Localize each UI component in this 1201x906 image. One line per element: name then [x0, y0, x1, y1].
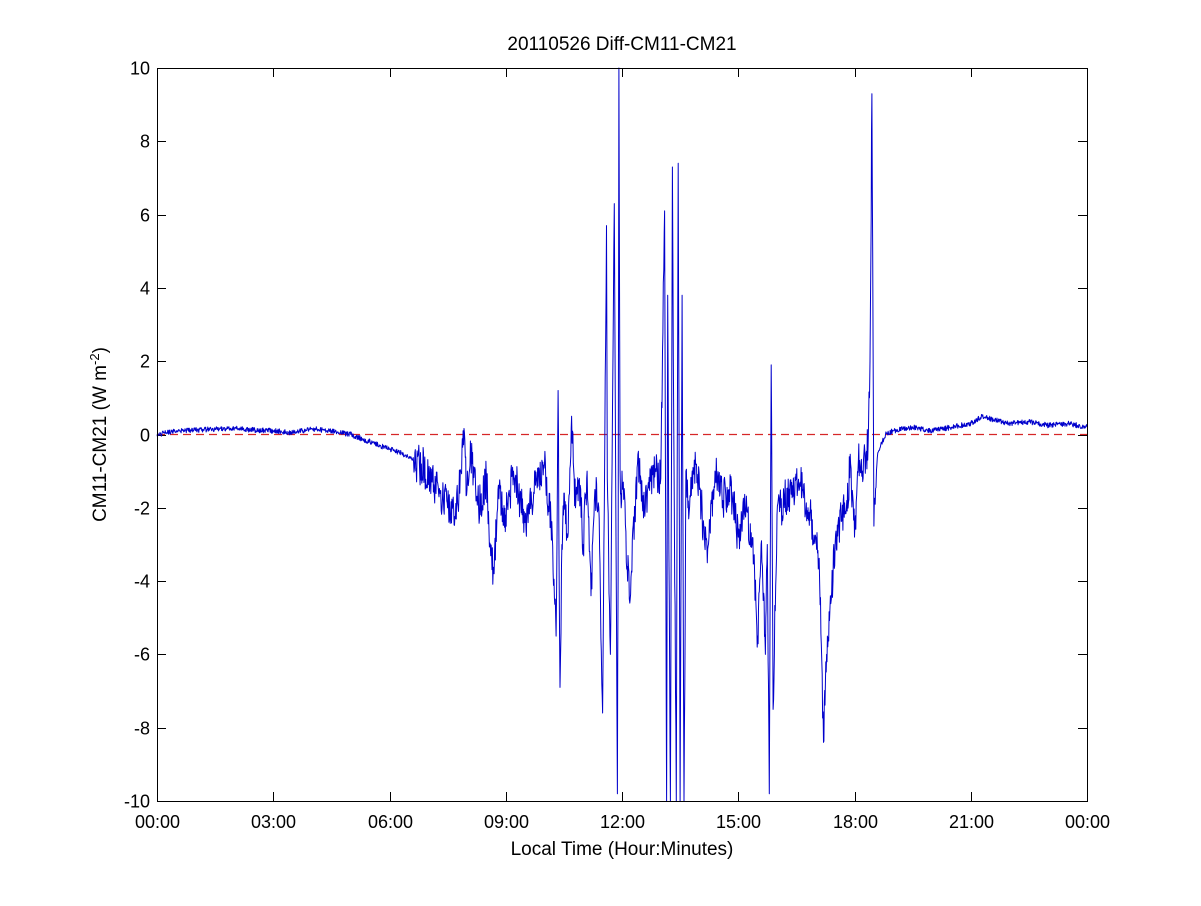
x-tick-label: 00:00: [1065, 812, 1110, 832]
y-tick-label: 8: [140, 132, 150, 152]
y-tick-label: -2: [134, 499, 150, 519]
y-tick-label: -6: [134, 645, 150, 665]
plot-frame: [157, 68, 1088, 802]
x-tick-label: 06:00: [368, 812, 413, 832]
y-axis-title-suffix: ): [90, 347, 111, 353]
x-axis: 00:00 03:00 06:00 09:00 12:00 15:00 18:00 21:00…: [135, 68, 1110, 832]
y-axis-title: CM11-CM21 (W m-2): [87, 347, 112, 522]
plot-area: 00:00 03:00 06:00 09:00 12:00 15:00 18:00 21:00…: [124, 59, 1110, 833]
y-axis-title-superscript: -2: [87, 353, 102, 365]
x-tick-label: 09:00: [484, 812, 529, 832]
y-tick-label: 0: [140, 426, 150, 446]
y-tick-label: -10: [124, 792, 150, 812]
x-tick-label: 18:00: [833, 812, 878, 832]
x-tick-label: 00:00: [135, 812, 180, 832]
x-tick-label: 12:00: [600, 812, 645, 832]
y-tick-label: -8: [134, 719, 150, 739]
plot-background: [157, 68, 1087, 801]
y-tick-label: 2: [140, 352, 150, 372]
y-tick-label: 4: [140, 279, 150, 299]
chart-title: 20110526 Diff-CM11-CM21: [507, 34, 736, 55]
y-axis-title-prefix: CM11-CM21 (W m: [90, 365, 111, 522]
y-tick-label: -4: [134, 572, 150, 592]
x-axis-title: Local Time (Hour:Minutes): [511, 839, 734, 860]
x-tick-label: 21:00: [949, 812, 994, 832]
y-tick-label: 6: [140, 206, 150, 226]
series-line: [156, 67, 1088, 802]
y-axis: -10 -8 -6 -4 -2 0 2 4 6 8 10: [124, 59, 1087, 812]
x-tick-label: 03:00: [251, 812, 296, 832]
series-group: [156, 67, 1088, 802]
y-tick-label: 10: [130, 59, 150, 79]
x-tick-label: 15:00: [716, 812, 761, 832]
